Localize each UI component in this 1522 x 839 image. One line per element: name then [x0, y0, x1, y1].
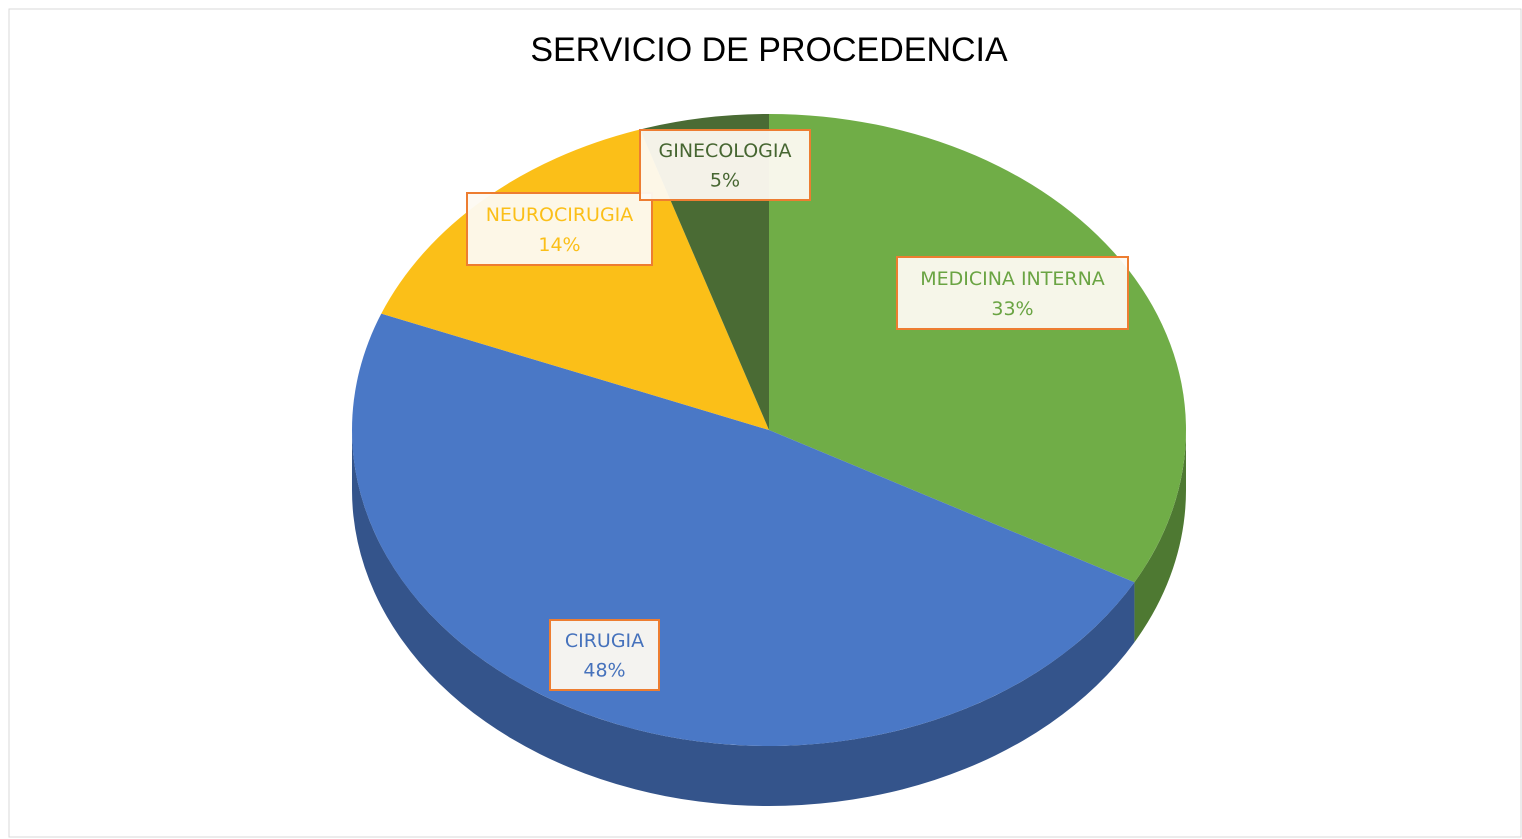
label-box	[549, 619, 660, 691]
data-label: GINECOLOGIA 5%	[639, 129, 811, 201]
slice	[351, 313, 1135, 747]
label-value: 14%	[538, 234, 580, 256]
label-category: CIRUGIA	[565, 630, 644, 652]
chart-title: SERVICIO DE PROCEDENCIA	[530, 31, 1008, 69]
label-value: 33%	[991, 298, 1033, 320]
label-category: NEUROCIRUGIA	[486, 204, 634, 226]
label-value: 48%	[583, 660, 625, 682]
label-category: MEDICINA INTERNA	[920, 268, 1105, 290]
slice-side	[1134, 430, 1186, 643]
data-label: CIRUGIA 48%	[549, 619, 660, 691]
label-box	[896, 256, 1129, 330]
slice-side	[352, 430, 1135, 806]
label-category: GINECOLOGIA	[659, 140, 792, 162]
label-value: 5%	[710, 170, 740, 192]
data-label: MEDICINA INTERNA 33%	[896, 256, 1129, 330]
label-box	[639, 129, 811, 201]
label-box	[466, 192, 653, 266]
slice	[769, 114, 1186, 583]
data-label: NEUROCIRUGIA 14%	[466, 192, 653, 266]
